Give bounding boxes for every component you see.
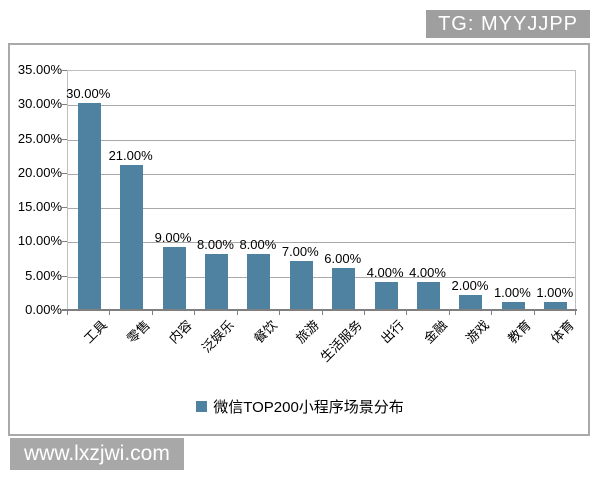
y-tick-label: 20.00% xyxy=(17,164,62,180)
bar-value-label: 1.00% xyxy=(493,285,531,301)
y-tick-label: 25.00% xyxy=(17,130,62,146)
bar xyxy=(544,302,568,309)
y-tick-label: 5.00% xyxy=(25,267,62,283)
y-tick-label: 0.00% xyxy=(25,302,62,317)
bar xyxy=(417,281,441,309)
y-tick-mark xyxy=(61,241,67,243)
bar xyxy=(120,165,144,309)
bar-value-label: 21.00% xyxy=(108,148,153,163)
x-axis-line xyxy=(62,309,577,311)
x-tick-mark xyxy=(406,311,408,315)
legend-swatch xyxy=(196,401,208,412)
x-tick-mark xyxy=(363,311,365,315)
bar-value-label: 4.00% xyxy=(409,264,446,280)
bar xyxy=(501,302,525,309)
y-tick-label: 35.00% xyxy=(17,62,62,77)
gridline xyxy=(68,208,575,210)
y-tick-mark xyxy=(61,172,67,174)
gridline xyxy=(68,242,575,244)
x-tick-mark xyxy=(236,311,238,315)
x-tick-mark xyxy=(279,311,281,315)
legend: 微信TOP200小程序场景分布 xyxy=(0,396,600,417)
gridline xyxy=(68,139,575,141)
bar xyxy=(77,103,101,309)
x-tick-mark xyxy=(67,311,68,315)
bar xyxy=(332,267,356,309)
x-tick-mark xyxy=(151,311,153,315)
bar-value-label: 30.00% xyxy=(66,86,111,102)
bar xyxy=(459,295,483,309)
y-tick-mark xyxy=(61,207,67,209)
legend-label: 微信TOP200小程序场景分布 xyxy=(213,399,404,416)
bar-value-label: 2.00% xyxy=(451,278,489,294)
bar-value-label: 1.00% xyxy=(536,285,574,301)
x-tick-mark xyxy=(575,311,576,315)
y-tick-mark xyxy=(61,104,67,106)
bar-value-label: 9.00% xyxy=(154,230,192,246)
bar-value-label: 7.00% xyxy=(281,244,319,259)
x-tick-mark xyxy=(491,311,493,315)
bar-value-label: 8.00% xyxy=(239,237,277,253)
bar xyxy=(289,261,313,309)
y-tick-label: 15.00% xyxy=(17,199,62,215)
x-tick-mark xyxy=(533,311,535,315)
bar-value-label: 6.00% xyxy=(324,250,362,266)
y-tick-mark xyxy=(61,70,67,71)
tg-badge: TG: MYYJJPP xyxy=(426,10,590,38)
x-tick-mark xyxy=(109,311,111,315)
bar-value-label: 4.00% xyxy=(366,264,404,280)
y-tick-label: 10.00% xyxy=(17,233,62,249)
y-tick-label: 30.00% xyxy=(17,96,62,112)
plot-area xyxy=(67,70,576,310)
bar-value-label: 8.00% xyxy=(197,237,234,253)
x-tick-mark xyxy=(448,311,450,315)
bar xyxy=(162,247,186,309)
y-tick-mark xyxy=(61,138,67,140)
x-tick-mark xyxy=(194,311,196,315)
bar xyxy=(374,281,398,309)
gridline xyxy=(68,173,575,175)
y-tick-mark xyxy=(61,275,67,277)
gridline xyxy=(68,105,575,107)
bar xyxy=(247,254,271,309)
x-tick-mark xyxy=(321,311,323,315)
gridline xyxy=(68,276,575,278)
watermark: www.lxzjwi.com xyxy=(10,438,184,470)
bar xyxy=(204,254,228,309)
